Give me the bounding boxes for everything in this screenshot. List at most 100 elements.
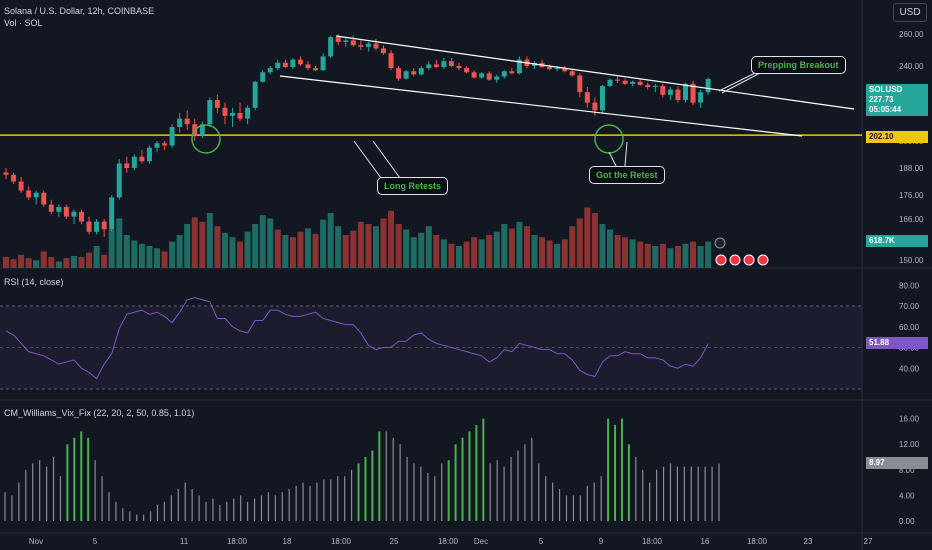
candle-body [494,76,500,80]
vix-axis-tick: 8.00 [899,466,915,475]
volume-bar [403,229,410,268]
volume-bar [644,243,651,268]
volume-bar [63,258,70,268]
chart-title: Solana / U.S. Dollar, 12h, COINBASE [4,6,155,16]
volume-bar [327,213,334,268]
time-axis-tick: 16 [701,537,710,546]
time-axis-tick: 18:00 [747,537,768,546]
candle-body [71,211,77,217]
vix-axis-tick: 0.00 [899,517,915,526]
candle-body [18,181,24,191]
volume-bar [614,235,621,268]
retest-circle [191,124,221,154]
candle-body [48,204,54,212]
volume-bar [221,232,228,268]
volume-bar [161,251,168,268]
candle-body [33,192,39,198]
rsi-legend: RSI (14, close) [4,277,64,287]
volume-badge: 618.7K [866,235,928,247]
volume-bar [478,239,485,268]
candle-body [184,118,190,125]
volume-bar [297,231,304,268]
volume-bar [576,218,583,268]
time-axis-tick: Dec [474,537,488,546]
volume-bar [169,241,176,268]
volume-bar [154,248,160,268]
candle-body [199,124,205,136]
annotation-got-the-retest[interactable]: Got the Retest [589,166,665,184]
volume-bar [237,241,244,268]
volume-bar [320,219,327,268]
volume-bar [335,226,342,268]
volume-bar [599,224,606,268]
callout-pointer [721,72,761,94]
volume-bar [388,210,395,268]
volume-bar [456,246,462,268]
candle-body [705,78,711,93]
volume-bar [176,235,183,268]
candle-body [252,81,258,108]
candle-body [290,59,296,68]
volume-bar [539,237,546,268]
candle-body [116,163,122,198]
candle-body [162,143,168,146]
volume-bar [116,218,123,268]
volume-bar [259,215,266,268]
candle-body [441,61,447,68]
volume-bar [3,257,9,268]
candle-body [275,62,281,69]
volume-bar [191,217,198,268]
price-axis-tick: 176.00 [899,191,924,200]
volume-bar [690,241,697,268]
volume-bar [138,243,145,268]
candle-body [554,68,560,70]
candle-body [675,89,681,100]
candle-body [690,83,696,103]
candle-body [131,156,137,168]
candle-body [222,107,228,116]
candle-body [365,43,371,47]
candle-body [667,89,673,95]
price-axis-tick: 240.00 [899,62,924,71]
candle-body [516,59,522,74]
volume-bar [569,226,576,268]
candle-body [388,53,394,69]
candle-body [237,113,243,119]
candle-body [297,59,303,65]
candle-body [56,207,62,212]
annotation-prepping-breakout[interactable]: Prepping Breakout [751,56,846,74]
volume-bar [365,224,372,268]
time-axis-tick: Nov [29,537,43,546]
candle-body [260,72,266,82]
candle-body [509,71,515,74]
candle-body [124,163,130,168]
candle-body [630,81,636,84]
vix-axis-tick: 12.00 [899,440,920,449]
annotation-long-retests[interactable]: Long Retests [377,177,449,195]
candle-body [637,81,643,85]
volume-bar [252,224,259,268]
candle-body [94,221,100,232]
candle-body [645,84,651,87]
time-axis-tick: 18:00 [227,537,248,546]
candle-body [562,68,568,72]
candle-body [101,221,107,230]
vix-legend: CM_Williams_Vix_Fix (22, 20, 2, 50, 0.85… [4,408,195,418]
price-axis-tick: 260.00 [899,30,924,39]
volume-bar [78,257,85,268]
volume-bar [501,224,508,268]
candle-body [3,172,9,175]
flag-marker-icon [743,254,755,266]
candle-body [577,75,583,93]
volume-bar [659,243,666,268]
volume-bar [25,258,32,268]
volume-bar [244,231,251,268]
volume-bar [471,237,478,268]
volume-bar [531,235,538,268]
time-axis-tick: 18:00 [642,537,663,546]
price-axis-tick: 150.00 [899,256,924,265]
volume-bar [40,251,47,268]
currency-button[interactable]: USD [893,3,927,22]
volume-bar [131,240,138,268]
